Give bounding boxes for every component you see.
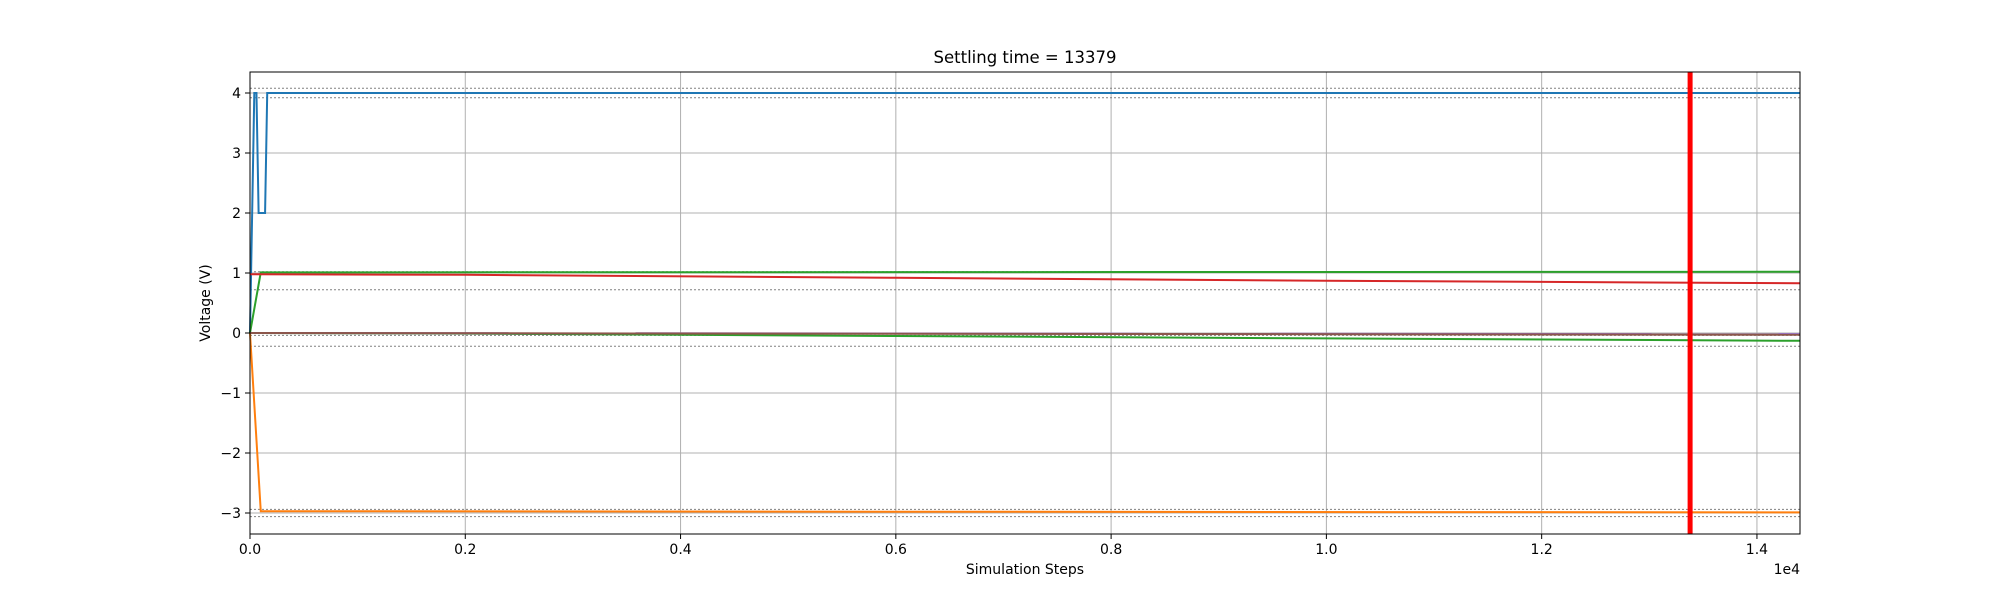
y-tick-label: 4 (232, 86, 241, 102)
series-line (249, 273, 1801, 285)
chart-title: Settling time = 13379 (934, 48, 1117, 67)
x-tick-label: 0.0 (239, 542, 261, 558)
x-tick-label: 1.4 (1746, 542, 1768, 558)
x-axis-offset-label: 1e4 (1774, 562, 1801, 578)
y-tick-label: −2 (220, 446, 241, 462)
plot-frame (249, 71, 1801, 535)
y-axis-label: Voltage (V) (198, 264, 214, 341)
axis-ticks: 0.0 0.2 0.4 0.6 0.8 1.0 1.2 1.4 −3 −2 −1 0 1 2 3 4 (220, 86, 1768, 558)
x-tick-label: 1.0 (1315, 542, 1337, 558)
x-tick-label: 0.2 (454, 542, 476, 558)
y-tick-label: 2 (232, 206, 241, 222)
x-axis-label: Simulation Steps (966, 562, 1084, 578)
series-line (249, 270, 1801, 334)
x-tick-label: 0.4 (669, 542, 691, 558)
y-tick-label: 3 (232, 146, 241, 162)
series-line (249, 332, 1801, 514)
y-tick-label: −1 (220, 386, 241, 402)
x-tick-label: 1.2 (1531, 542, 1553, 558)
plot-area-background (250, 72, 1800, 534)
y-tick-label: −3 (220, 506, 241, 522)
y-tick-label: 1 (232, 266, 241, 282)
series-lines (249, 92, 1801, 514)
series-line (249, 92, 1800, 334)
x-tick-label: 0.8 (1100, 542, 1122, 558)
y-tick-label: 0 (232, 326, 241, 342)
x-tick-label: 0.6 (885, 542, 907, 558)
series-line (249, 332, 1801, 336)
